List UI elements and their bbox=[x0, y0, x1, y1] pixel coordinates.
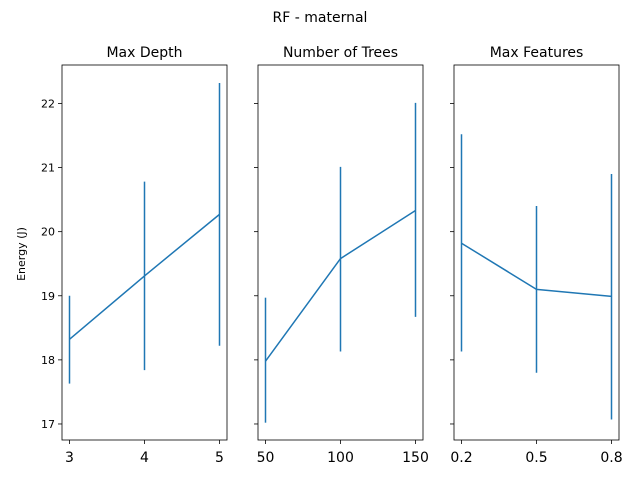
y-tick-label: 18 bbox=[41, 354, 55, 367]
panel-1: Max Depth 17 18 19 20 21 22 3 4 5 bbox=[41, 45, 228, 466]
x-tick-label: 3 bbox=[65, 450, 74, 466]
y-tick-label: 21 bbox=[41, 162, 55, 175]
y-tick-label: 19 bbox=[41, 290, 55, 303]
panel-title: Max Features bbox=[490, 45, 584, 61]
chart-suptitle: RF - maternal bbox=[273, 10, 368, 26]
series-line bbox=[69, 213, 220, 340]
panels: Max Depth 17 18 19 20 21 22 3 4 5 Number of Trees 5… bbox=[41, 45, 623, 466]
series-line bbox=[264, 209, 416, 362]
y-tick-label: 17 bbox=[41, 418, 55, 431]
x-tick-label: 0.8 bbox=[600, 450, 622, 466]
series-line bbox=[461, 242, 612, 298]
x-tick-label: 100 bbox=[327, 450, 354, 466]
x-tick-label: 50 bbox=[257, 450, 275, 466]
x-tick-label: 150 bbox=[402, 450, 429, 466]
axes-frame bbox=[257, 64, 424, 441]
x-tick-label: 5 bbox=[215, 450, 224, 466]
x-tick-label: 0.5 bbox=[525, 450, 547, 466]
panel-title: Max Depth bbox=[106, 45, 182, 61]
panel-3: Max Features 0.2 0.5 0.8 bbox=[450, 45, 623, 466]
panel-2: Number of Trees 50 100 150 bbox=[254, 45, 429, 466]
panel-title: Number of Trees bbox=[283, 45, 398, 61]
axes-frame bbox=[453, 64, 620, 441]
y-axis-label: Energy (J) bbox=[15, 227, 28, 281]
y-tick-label: 22 bbox=[41, 97, 55, 110]
y-tick-label: 20 bbox=[41, 226, 55, 239]
axes-frame bbox=[61, 64, 228, 441]
x-tick-label: 0.2 bbox=[450, 450, 472, 466]
x-tick-label: 4 bbox=[140, 450, 149, 466]
